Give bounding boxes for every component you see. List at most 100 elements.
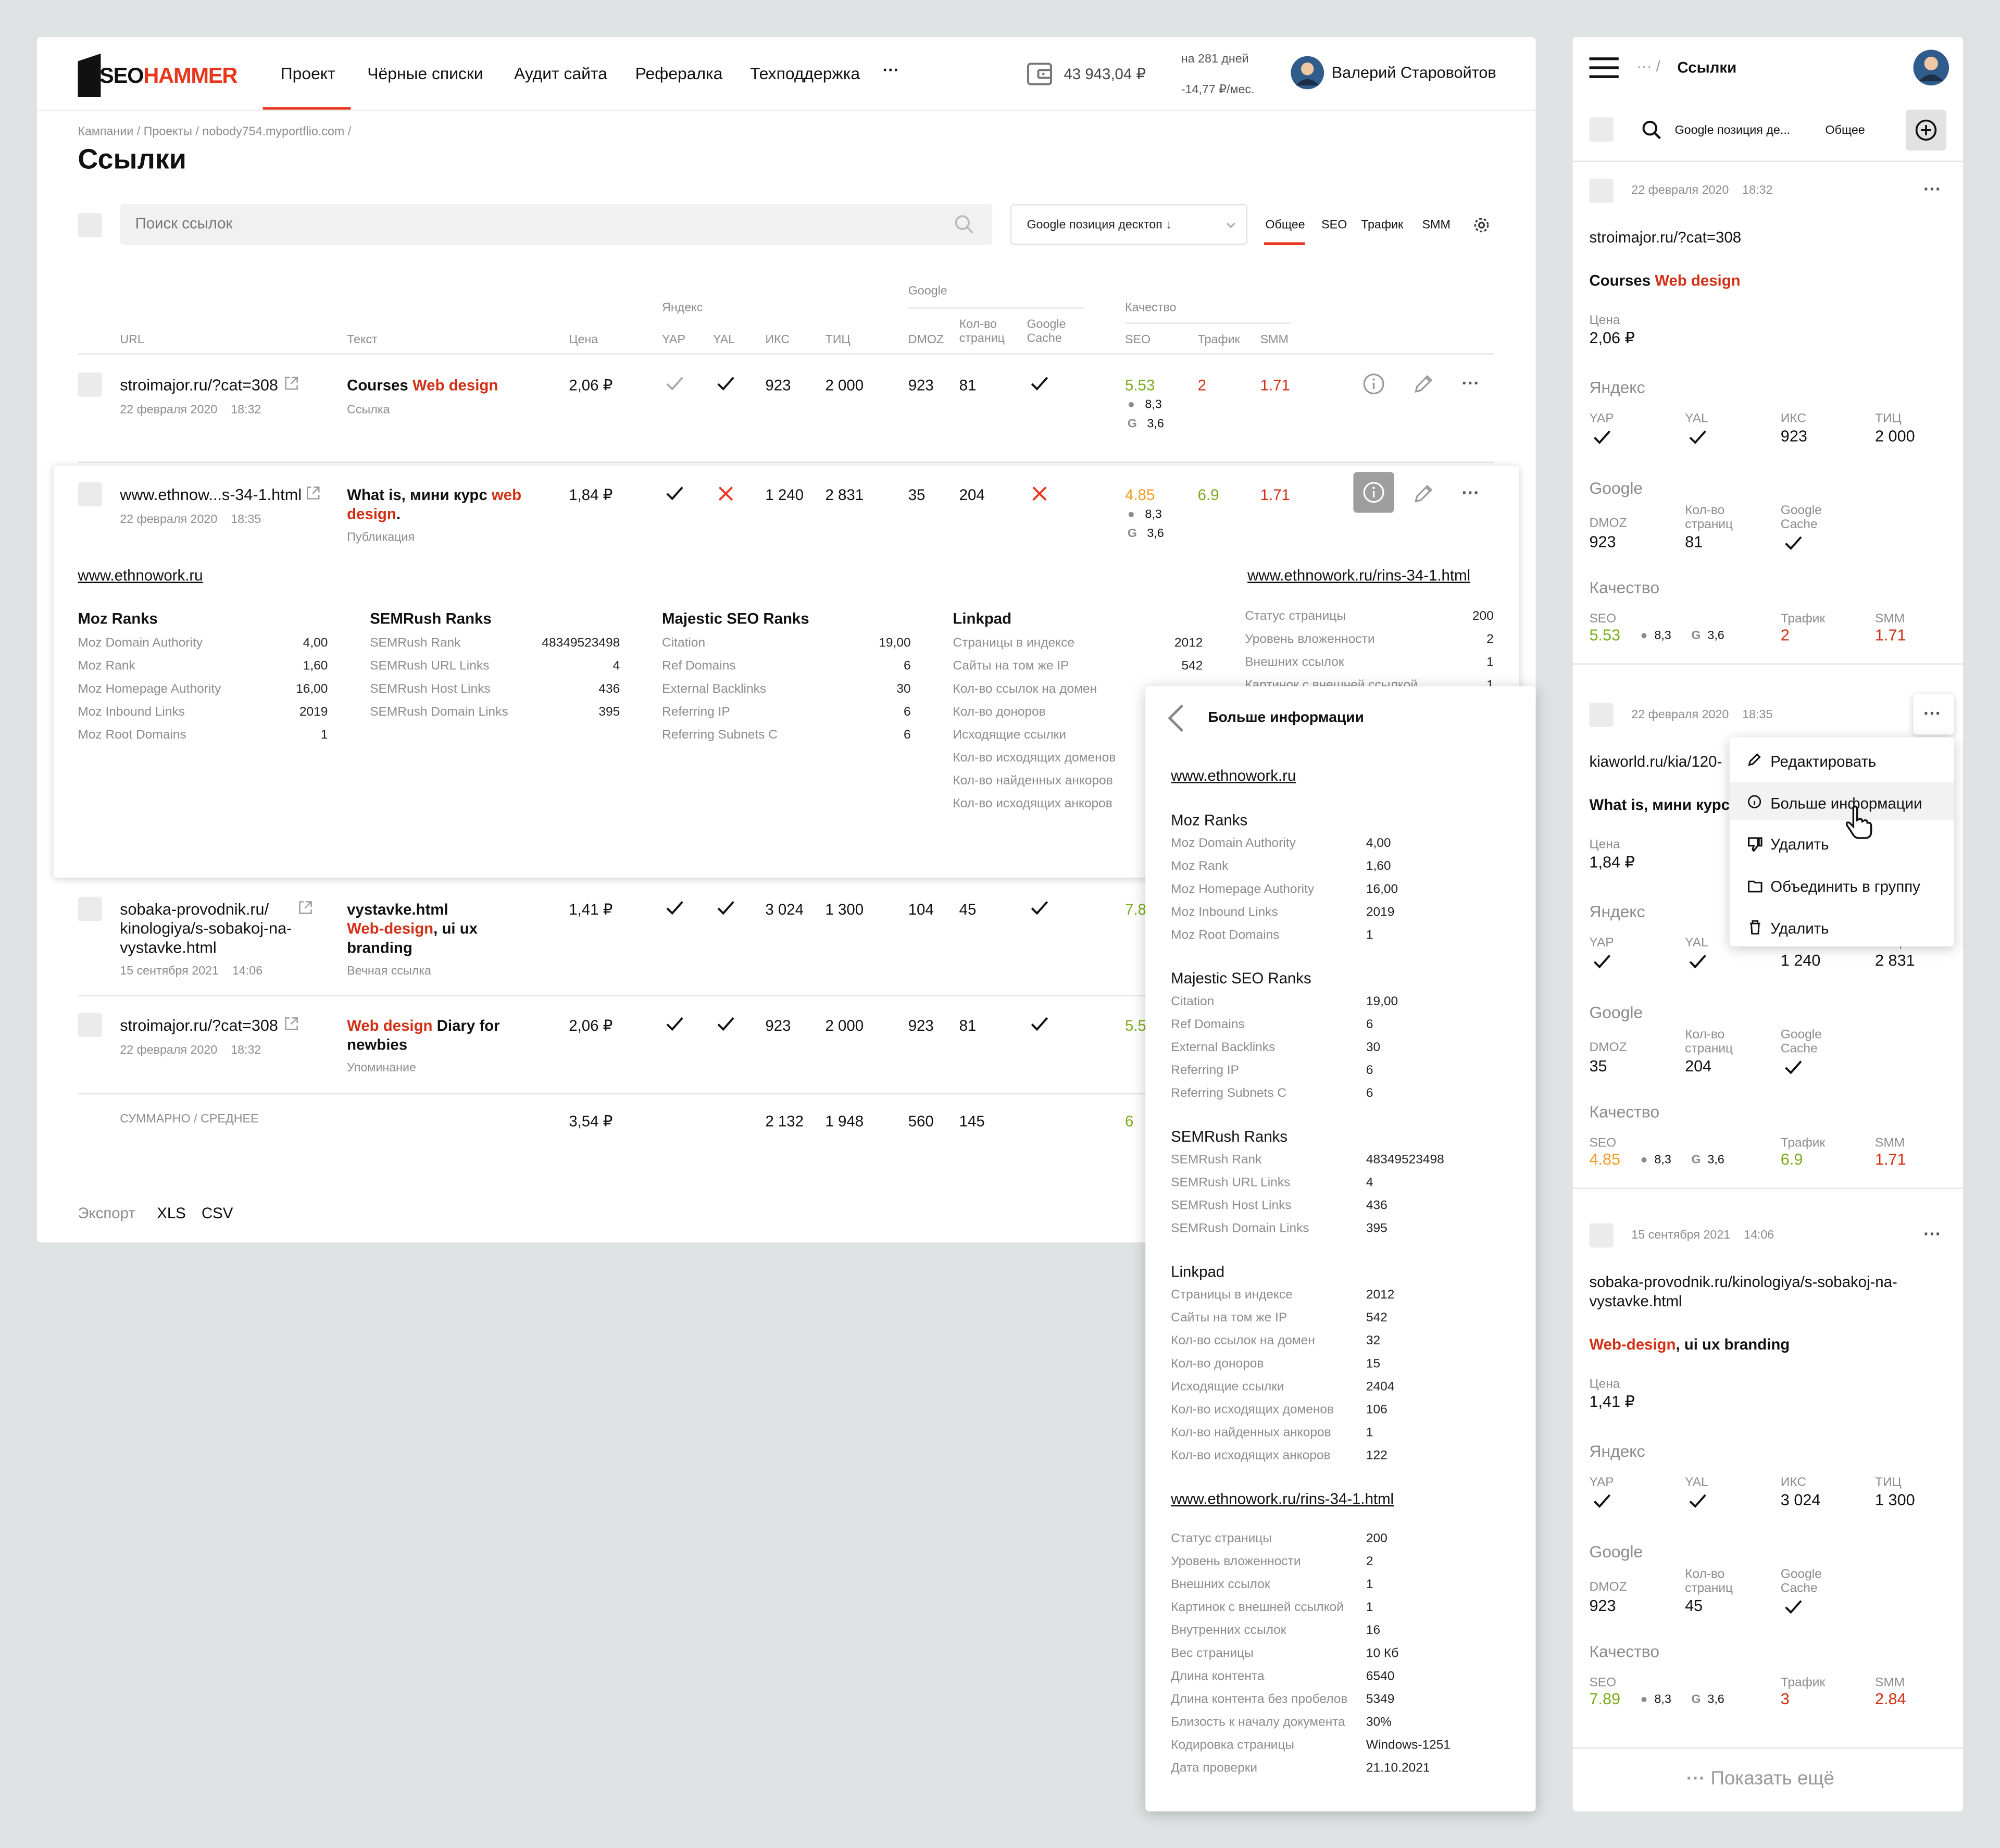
mobile-card-checkbox[interactable] — [1589, 703, 1614, 727]
mobile-card-url-cont[interactable]: vystavke.html — [1589, 1292, 1682, 1310]
row-url[interactable]: sobaka-provodnik.ru/kinologiya/s-sobakoj… — [120, 900, 292, 957]
gear-icon[interactable] — [1473, 217, 1490, 233]
header-cache[interactable]: Google Cache — [1027, 317, 1066, 346]
header-dmoz[interactable]: DMOZ — [908, 333, 944, 347]
popup-stat-label: Кол-во доноров — [1171, 1357, 1264, 1371]
external-link-icon[interactable] — [298, 901, 312, 915]
mobile-card-checkbox[interactable] — [1589, 178, 1614, 203]
header-tic[interactable]: ТИЦ — [825, 333, 851, 347]
info-icon[interactable] — [1362, 372, 1385, 395]
nav-item-referral[interactable]: Рефералка — [635, 64, 723, 83]
header-url[interactable]: URL — [120, 333, 144, 347]
show-more-button[interactable]: ··· Показать ещё — [1686, 1768, 1835, 1790]
row-url[interactable]: stroimajor.ru/?cat=308 — [120, 1016, 278, 1035]
row-checkbox[interactable] — [78, 896, 102, 921]
rank-label: Уровень вложенности — [1245, 632, 1375, 647]
row-checkbox[interactable] — [78, 482, 102, 507]
balance-rate: -14,77 ₽/мес. — [1181, 83, 1255, 97]
mobile-add-button[interactable] — [1905, 109, 1947, 151]
more-options-icon[interactable]: ··· — [1923, 178, 1942, 199]
row-url[interactable]: stroimajor.ru/?cat=308 — [120, 376, 278, 394]
menu-item-delete-dislike[interactable]: Удалить — [1770, 835, 1829, 854]
mobile-sort-select[interactable]: Google позиция де... — [1674, 123, 1791, 138]
external-link-icon[interactable] — [284, 376, 298, 390]
tab-smm[interactable]: SMM — [1422, 218, 1451, 232]
select-all-checkbox[interactable] — [78, 213, 102, 238]
mobile-price-label: Цена — [1589, 838, 1620, 852]
breadcrumb[interactable]: Кампании / Проекты / nobody754.myportfli… — [78, 125, 352, 139]
mobile-card-url[interactable]: sobaka-provodnik.ru/kinologiya/s-sobakoj… — [1589, 1273, 1897, 1291]
nav-item-support[interactable]: Техподдержка — [750, 64, 860, 83]
row-date: 22 февраля 2020 18:35 — [120, 513, 261, 527]
nav-more-button[interactable]: ··· — [882, 60, 899, 79]
menu-item-more-info[interactable]: Больше информации — [1770, 794, 1922, 813]
row-text[interactable]: Courses Web design — [347, 376, 498, 394]
chevron-left-icon[interactable] — [1166, 703, 1186, 733]
mobile-card-text[interactable]: Courses Web design — [1589, 271, 1741, 290]
search-icon — [955, 215, 973, 234]
nav-item-blacklists[interactable]: Чёрные списки — [367, 64, 483, 83]
tab-general[interactable]: Общее — [1265, 218, 1305, 232]
mobile-select-all-checkbox[interactable] — [1589, 117, 1614, 142]
header-smm[interactable]: SMM — [1260, 333, 1289, 347]
pencil-icon[interactable] — [1413, 374, 1433, 394]
row-url[interactable]: www.ethnow...s-34-1.html — [120, 486, 302, 504]
hamburger-menu-icon[interactable] — [1589, 56, 1620, 79]
pencil-icon[interactable] — [1413, 483, 1433, 504]
more-options-icon[interactable]: ··· — [1461, 372, 1480, 393]
summary-price: 3,54 ₽ — [569, 1112, 613, 1130]
header-text[interactable]: Текст — [347, 333, 378, 347]
more-options-icon[interactable]: ··· — [1923, 703, 1942, 723]
expanded-page-link[interactable]: www.ethnowork.ru/rins-34-1.html — [1247, 566, 1471, 584]
row-checkbox[interactable] — [78, 372, 102, 397]
mobile-card-text[interactable]: What is, мини курс — [1589, 796, 1730, 814]
mobile-breadcrumb-dots[interactable]: ··· / — [1636, 57, 1660, 76]
row-tic: 2 831 — [825, 486, 864, 504]
cross-icon — [718, 486, 733, 501]
header-iks[interactable]: ИКС — [765, 333, 790, 347]
row-text[interactable]: What is, мини курс web design. — [347, 486, 522, 523]
mobile-card-checkbox[interactable] — [1589, 1223, 1614, 1248]
header-pages[interactable]: Кол-во страниц — [959, 317, 1005, 346]
mobile-section-google: Google — [1589, 1542, 1643, 1562]
avatar[interactable] — [1291, 56, 1324, 90]
menu-item-delete[interactable]: Удалить — [1770, 919, 1829, 938]
header-yal[interactable]: YAL — [712, 333, 735, 347]
nav-item-audit[interactable]: Аудит сайта — [514, 64, 607, 83]
search-box[interactable] — [120, 204, 993, 245]
header-price[interactable]: Цена — [569, 333, 598, 347]
menu-item-edit[interactable]: Редактировать — [1770, 752, 1877, 771]
row-text[interactable]: Web design Diary for newbies — [347, 1016, 500, 1054]
popup-linkpad-title: Linkpad — [1171, 1263, 1225, 1281]
mobile-card-text[interactable]: Web-design, ui ux branding — [1589, 1335, 1790, 1354]
avatar[interactable] — [1913, 49, 1949, 86]
tab-seo[interactable]: SEO — [1321, 218, 1347, 232]
tab-traffic[interactable]: Трафик — [1361, 218, 1404, 232]
row-text[interactable]: vystavke.html Web-design, ui ux branding — [347, 900, 478, 957]
popup-page-link[interactable]: www.ethnowork.ru/rins-34-1.html — [1171, 1490, 1394, 1508]
popup-domain-link[interactable]: www.ethnowork.ru — [1171, 766, 1296, 785]
header-seo[interactable]: SEO — [1125, 333, 1151, 347]
info-button-active[interactable] — [1353, 472, 1394, 513]
rank-label: SEMRush Domain Links — [370, 705, 508, 720]
external-link-icon[interactable] — [306, 486, 320, 500]
mobile-card-url[interactable]: stroimajor.ru/?cat=308 — [1589, 228, 1742, 246]
export-csv-button[interactable]: CSV — [201, 1204, 233, 1222]
expanded-domain-link[interactable]: www.ethnowork.ru — [78, 566, 203, 584]
wallet-icon[interactable] — [1026, 60, 1054, 88]
nav-item-project[interactable]: Проект — [280, 64, 335, 83]
external-link-icon[interactable] — [284, 1017, 298, 1031]
header-traffic[interactable]: Трафик — [1197, 333, 1240, 347]
more-options-icon[interactable]: ··· — [1461, 482, 1480, 503]
search-input[interactable] — [135, 214, 901, 232]
export-xls-button[interactable]: XLS — [157, 1204, 186, 1222]
sort-select[interactable]: Google позиция десктоп ↓ — [1010, 204, 1248, 245]
more-options-icon[interactable]: ··· — [1923, 1223, 1942, 1244]
row-checkbox[interactable] — [78, 1013, 102, 1038]
header-yap[interactable]: YAP — [662, 333, 685, 347]
search-icon[interactable] — [1642, 120, 1662, 140]
user-name[interactable]: Валерий Старовойтов — [1331, 64, 1496, 82]
mobile-tab-general[interactable]: Общее — [1825, 123, 1865, 138]
mobile-card-url[interactable]: kiaworld.ru/kia/120- — [1589, 752, 1722, 771]
menu-item-group[interactable]: Объединить в группу — [1770, 877, 1920, 896]
